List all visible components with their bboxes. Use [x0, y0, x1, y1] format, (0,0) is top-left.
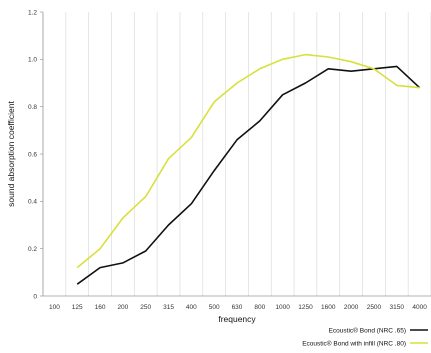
y-tick-label: 1.0 [28, 57, 37, 64]
series-line-2 [76, 53, 420, 269]
y-tick-label: 0.2 [28, 246, 37, 253]
series-line-1 [76, 65, 421, 285]
legend-label-2: Ecoustic® Bond with infill (NRC .80) [302, 339, 406, 347]
grid [42, 12, 431, 296]
x-tick-label: 125 [72, 304, 83, 311]
y-tick-labels: 0 0.2 0.4 0.6 0.8 1.0 1.2 [28, 9, 43, 300]
y-axis-title: sound absorption coefficient [6, 101, 16, 207]
x-tick-label: 2000 [344, 304, 359, 311]
x-tick-label: 1600 [321, 304, 336, 311]
y-tick-label: 0.8 [28, 104, 37, 111]
axes [42, 12, 431, 297]
x-axis-title: frequency [218, 314, 256, 324]
x-tick-label: 100 [49, 304, 60, 311]
x-tick-label: 500 [209, 304, 220, 311]
legend: Ecoustic® Bond (NRC .65) Ecoustic® Bond w… [302, 326, 428, 347]
x-tick-label: 200 [117, 304, 128, 311]
x-tick-label: 4000 [412, 304, 427, 311]
x-tick-label: 1250 [298, 304, 313, 311]
x-tick-label: 160 [95, 304, 106, 311]
x-tick-label: 2500 [367, 304, 382, 311]
x-tick-label: 400 [186, 304, 197, 311]
x-tick-label: 250 [140, 304, 151, 311]
series-lines [76, 53, 421, 285]
x-tick-label: 315 [163, 304, 174, 311]
x-tick-label: 630 [232, 304, 243, 311]
x-tick-label: 1000 [275, 304, 290, 311]
x-tick-labels: 100 125 160 200 250 315 400 500 630 800 1000 1250 16… [49, 304, 427, 311]
y-tick-label: 1.2 [28, 9, 37, 16]
y-tick-label: 0 [33, 293, 37, 300]
x-tick-label: 3150 [390, 304, 405, 311]
x-tick-label: 800 [254, 304, 265, 311]
y-tick-label: 0.6 [28, 151, 37, 158]
legend-label-1: Ecoustic® Bond (NRC .65) [329, 326, 406, 334]
y-tick-label: 0.4 [28, 199, 37, 206]
